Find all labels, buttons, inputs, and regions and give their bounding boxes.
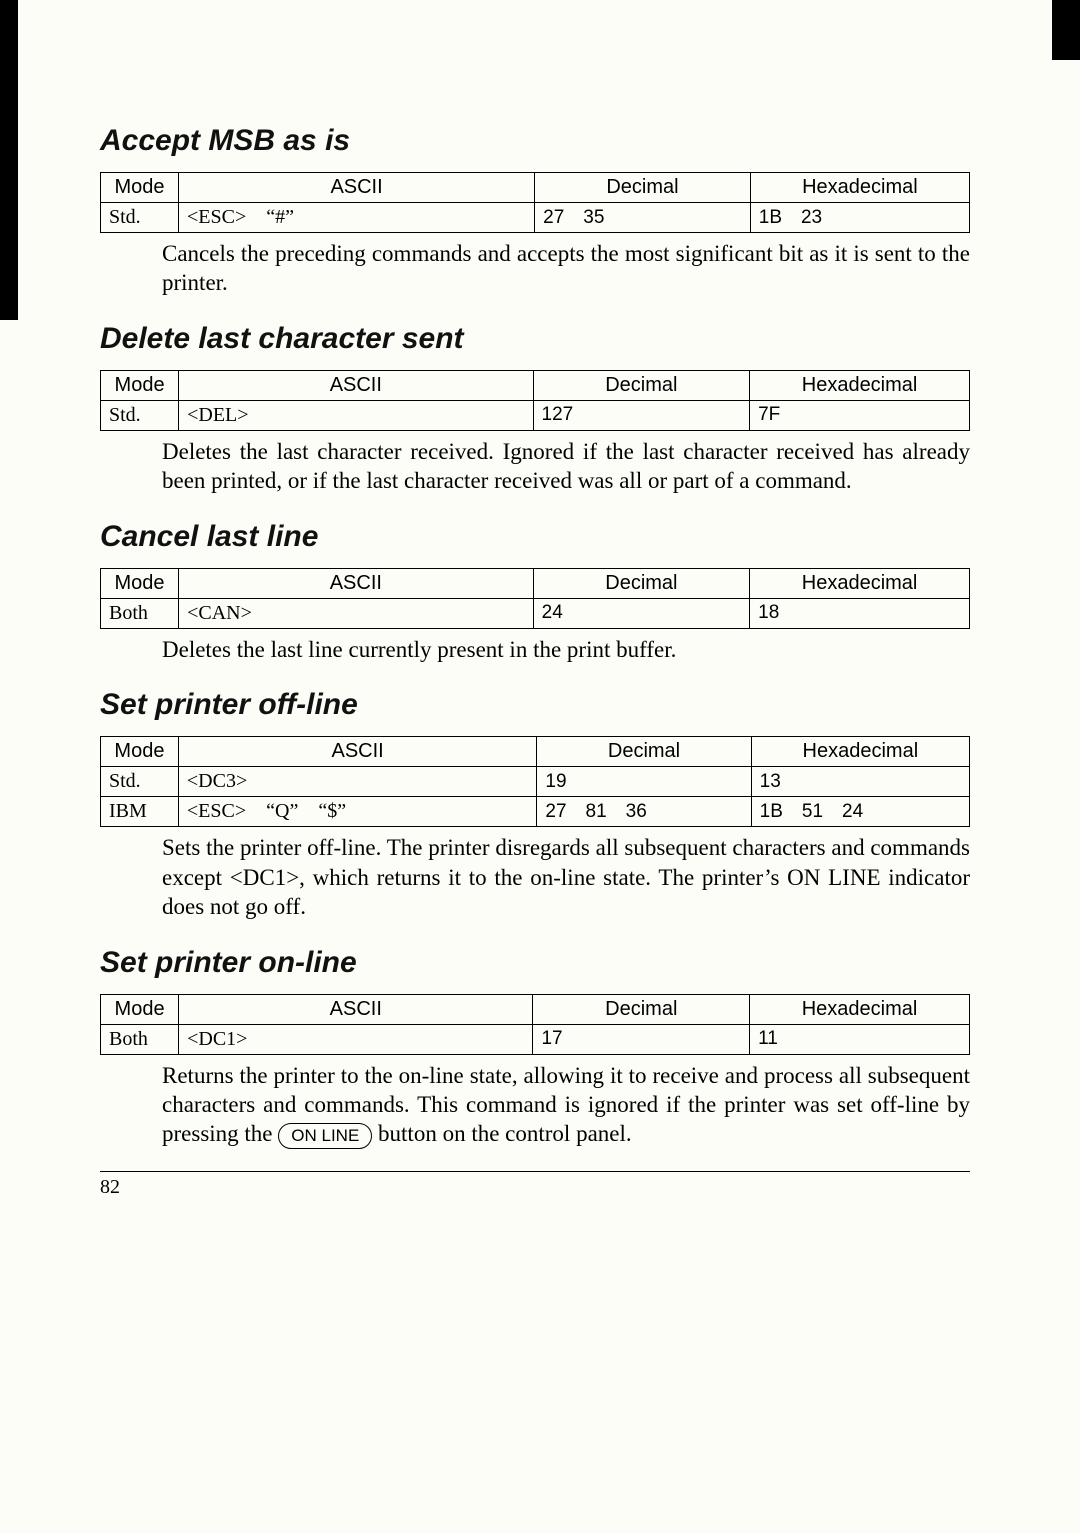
section-title: Cancel last line bbox=[100, 520, 970, 554]
col-ascii: ASCII bbox=[178, 737, 536, 767]
col-mode: Mode bbox=[101, 737, 179, 767]
cell-mode: Both bbox=[101, 598, 179, 628]
cell-mode: IBM bbox=[101, 797, 179, 827]
cell-hex: 18 bbox=[750, 598, 970, 628]
cell-mode: Both bbox=[101, 1024, 179, 1054]
table-header-row: Mode ASCII Decimal Hexadecimal bbox=[101, 173, 970, 203]
cell-decimal: 127 bbox=[533, 400, 750, 430]
cell-decimal: 17 bbox=[533, 1024, 750, 1054]
col-decimal: Decimal bbox=[533, 370, 750, 400]
section-description: Deletes the last character received. Ign… bbox=[162, 437, 970, 496]
command-table: Mode ASCII Decimal Hexadecimal Std. <ESC… bbox=[100, 172, 970, 233]
cell-hex: 13 bbox=[751, 767, 969, 797]
cell-mode: Std. bbox=[101, 400, 179, 430]
section-title: Accept MSB as is bbox=[100, 124, 970, 158]
scan-artifact-topright bbox=[1052, 0, 1080, 60]
cell-mode: Std. bbox=[101, 203, 179, 233]
table-row: IBM <ESC> “Q” “$” 27 81 36 1B 51 24 bbox=[101, 797, 970, 827]
cell-ascii: <DC3> bbox=[178, 767, 536, 797]
section-description: Cancels the preceding commands and accep… bbox=[162, 239, 970, 298]
col-hex: Hexadecimal bbox=[750, 370, 970, 400]
command-table: Mode ASCII Decimal Hexadecimal Both <DC1… bbox=[100, 994, 970, 1055]
table-header-row: Mode ASCII Decimal Hexadecimal bbox=[101, 994, 970, 1024]
cell-ascii: <DEL> bbox=[179, 400, 533, 430]
col-ascii: ASCII bbox=[179, 568, 534, 598]
cell-decimal: 19 bbox=[537, 767, 751, 797]
cell-decimal: 24 bbox=[533, 598, 750, 628]
table-row: Both <CAN> 24 18 bbox=[101, 598, 970, 628]
command-table: Mode ASCII Decimal Hexadecimal Std. <DEL… bbox=[100, 370, 970, 431]
col-mode: Mode bbox=[101, 568, 179, 598]
section-title: Set printer off-line bbox=[100, 688, 970, 722]
cell-hex: 1B 51 24 bbox=[751, 797, 969, 827]
table-row: Std. <DEL> 127 7F bbox=[101, 400, 970, 430]
cell-hex: 1B 23 bbox=[750, 203, 969, 233]
col-hex: Hexadecimal bbox=[750, 994, 970, 1024]
table-row: Std. <DC3> 19 13 bbox=[101, 767, 970, 797]
cell-decimal: 27 35 bbox=[535, 203, 751, 233]
col-decimal: Decimal bbox=[535, 173, 751, 203]
col-mode: Mode bbox=[101, 994, 179, 1024]
col-mode: Mode bbox=[101, 370, 179, 400]
col-hex: Hexadecimal bbox=[750, 568, 970, 598]
col-hex: Hexadecimal bbox=[751, 737, 969, 767]
cell-ascii: <ESC> “Q” “$” bbox=[178, 797, 536, 827]
page-content: Accept MSB as is Mode ASCII Decimal Hexa… bbox=[0, 0, 1080, 1533]
cell-hex: 11 bbox=[750, 1024, 970, 1054]
section-description: Deletes the last line currently present … bbox=[162, 635, 970, 664]
cell-ascii: <CAN> bbox=[179, 598, 534, 628]
table-header-row: Mode ASCII Decimal Hexadecimal bbox=[101, 370, 970, 400]
online-button-graphic: ON LINE bbox=[278, 1123, 372, 1149]
desc-text-post: button on the control panel. bbox=[372, 1121, 631, 1146]
col-decimal: Decimal bbox=[533, 568, 750, 598]
cell-mode: Std. bbox=[101, 767, 179, 797]
col-ascii: ASCII bbox=[179, 994, 533, 1024]
page-number: 82 bbox=[100, 1176, 120, 1198]
section-title: Set printer on-line bbox=[100, 946, 970, 980]
scan-artifact-left bbox=[0, 0, 18, 320]
cell-ascii: <DC1> bbox=[179, 1024, 533, 1054]
command-table: Mode ASCII Decimal Hexadecimal Both <CAN… bbox=[100, 568, 970, 629]
table-row: Std. <ESC> “#” 27 35 1B 23 bbox=[101, 203, 970, 233]
page-footer: 82 bbox=[100, 1171, 970, 1199]
col-ascii: ASCII bbox=[179, 173, 535, 203]
command-table: Mode ASCII Decimal Hexadecimal Std. <DC3… bbox=[100, 736, 970, 827]
table-header-row: Mode ASCII Decimal Hexadecimal bbox=[101, 568, 970, 598]
section-title: Delete last character sent bbox=[100, 322, 970, 356]
cell-ascii: <ESC> “#” bbox=[179, 203, 535, 233]
cell-decimal: 27 81 36 bbox=[537, 797, 751, 827]
col-mode: Mode bbox=[101, 173, 179, 203]
section-description: Sets the printer off-line. The printer d… bbox=[162, 833, 970, 921]
section-description: Returns the printer to the on-line state… bbox=[162, 1061, 970, 1150]
table-row: Both <DC1> 17 11 bbox=[101, 1024, 970, 1054]
col-hex: Hexadecimal bbox=[750, 173, 969, 203]
table-header-row: Mode ASCII Decimal Hexadecimal bbox=[101, 737, 970, 767]
cell-hex: 7F bbox=[750, 400, 970, 430]
col-decimal: Decimal bbox=[533, 994, 750, 1024]
col-ascii: ASCII bbox=[179, 370, 533, 400]
col-decimal: Decimal bbox=[537, 737, 751, 767]
